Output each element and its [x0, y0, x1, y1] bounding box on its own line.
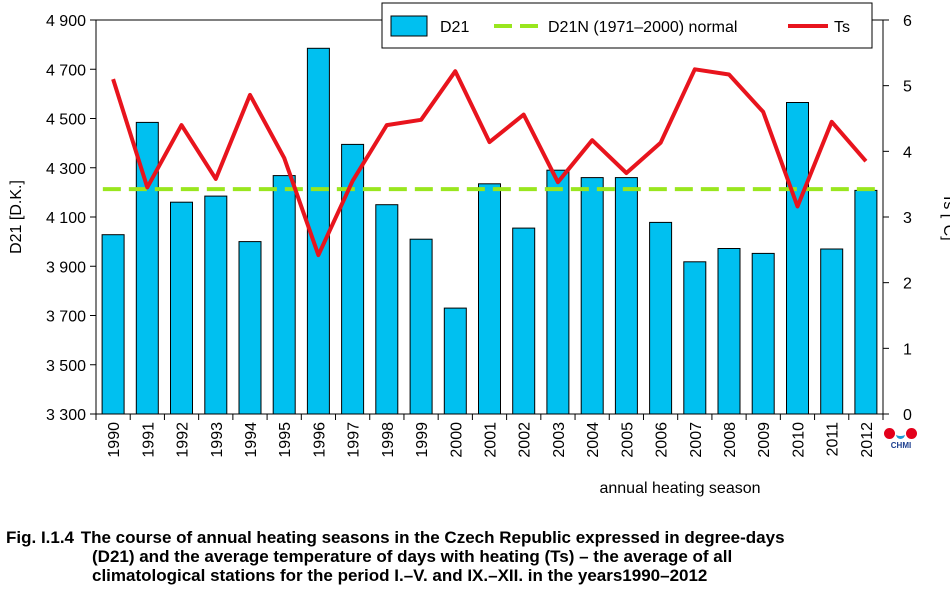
d21-bar-2001	[478, 183, 501, 415]
x-axis-ticks: 1990 1991 1992 1993 1994 1995 1996 1997 1998 1999…	[95, 414, 884, 458]
left-tick-label: 4 700	[46, 62, 86, 79]
x-axis-title: annual heating season	[599, 480, 760, 497]
figure-id: Fig. I.1.4	[6, 528, 75, 547]
d21-bar-1990	[101, 234, 125, 415]
d21-bar-2004	[580, 177, 604, 415]
right-tick-label: 5	[903, 79, 912, 96]
d21-bar-1995	[272, 175, 296, 415]
x-tick-label-1996: 1996	[311, 422, 328, 458]
x-tick-label-1999: 1999	[414, 422, 431, 458]
d21-bar-2005	[614, 177, 638, 415]
logo-left-dot	[884, 428, 895, 439]
left-axis-title: D21 [D.K.]	[8, 180, 25, 254]
heating-season-chart: 3 300 3 500 3 700 3 900 4 100 4 300 4 500 4 700…	[8, 2, 950, 497]
x-tick-label-2001: 2001	[483, 422, 500, 458]
right-tick-label: 2	[903, 276, 912, 293]
x-tick-label-1991: 1991	[140, 422, 157, 458]
left-tick-label: 4 900	[46, 13, 86, 30]
left-tick-label: 3 300	[46, 407, 86, 424]
d21-bar-1994	[238, 241, 262, 415]
d21-bar-2007	[683, 261, 707, 415]
left-axis-ticks: 3 300 3 500 3 700 3 900 4 100 4 300 4 500 4 700…	[46, 13, 96, 424]
x-tick-label-2006: 2006	[654, 422, 671, 458]
logo-right-dot	[906, 428, 917, 439]
legend-label-ts: Ts	[834, 19, 850, 36]
right-tick-label: 1	[903, 341, 912, 358]
figure-caption: Fig. I.1.4 The course of annual heating …	[6, 528, 946, 585]
left-tick-label: 4 500	[46, 112, 86, 129]
legend-label-d21: D21	[440, 19, 469, 36]
d21-bar-2009	[751, 252, 775, 415]
d21-bar-1999	[409, 238, 433, 415]
x-tick-label-2012: 2012	[859, 422, 876, 458]
d21-bar-1998	[375, 204, 399, 415]
x-tick-label-2011: 2011	[825, 422, 842, 457]
x-tick-label-1998: 1998	[380, 422, 397, 458]
d21-bar-2008	[717, 248, 741, 415]
x-tick-label-2007: 2007	[688, 422, 705, 458]
d21-bar-2000	[443, 307, 467, 415]
right-tick-label: 4	[903, 144, 912, 161]
x-tick-label-2002: 2002	[517, 422, 534, 458]
d21-bar-2006	[649, 221, 673, 415]
x-tick-label-2005: 2005	[619, 422, 636, 458]
right-axis-ticks: 0 1 2 3 4 5 6	[883, 13, 912, 424]
x-tick-label-1992: 1992	[175, 422, 192, 458]
x-tick-label-1994: 1994	[243, 422, 260, 458]
d21-bar-1993	[204, 195, 228, 415]
right-tick-label: 0	[903, 407, 912, 424]
x-tick-label-2008: 2008	[722, 422, 739, 458]
d21-bar-2003	[546, 169, 570, 415]
x-tick-label-1995: 1995	[277, 422, 294, 458]
legend-swatch-d21	[390, 15, 428, 37]
x-tick-label-2000: 2000	[448, 422, 465, 458]
x-tick-label-1993: 1993	[209, 422, 226, 458]
d21-bar-2002	[512, 227, 536, 415]
d21-bar-1992	[170, 201, 193, 415]
x-tick-label-1997: 1997	[346, 422, 363, 458]
ts-line	[111, 67, 868, 258]
left-tick-label: 4 300	[46, 161, 86, 178]
d21-bars	[101, 47, 878, 415]
caption-line-2: (D21) and the average temperature of day…	[92, 547, 733, 566]
caption-line-1: The course of annual heating seasons in …	[80, 528, 785, 547]
x-tick-label-1990: 1990	[106, 422, 123, 458]
x-tick-label-2010: 2010	[790, 422, 807, 458]
legend-label-normal: D21N (1971–2000) normal	[548, 19, 737, 36]
left-tick-label: 3 900	[46, 259, 86, 276]
left-tick-label: 3 700	[46, 309, 86, 326]
right-tick-label: 3	[903, 210, 912, 227]
x-tick-label-2004: 2004	[585, 422, 602, 458]
legend: D21 D21N (1971–2000) normal Ts	[381, 2, 873, 49]
x-tick-label-2009: 2009	[756, 422, 773, 458]
logo-text: CHMI	[890, 441, 912, 450]
right-axis-title: Ts [°C]	[940, 193, 950, 240]
left-tick-label: 4 100	[46, 210, 86, 227]
d21-bar-2010	[786, 102, 809, 415]
caption-line-3: climatological stations for the period I…	[92, 566, 708, 585]
left-tick-label: 3 500	[46, 358, 86, 375]
logo-wave	[896, 431, 905, 439]
x-tick-label-2003: 2003	[551, 422, 568, 458]
right-tick-label: 6	[903, 13, 912, 30]
chmi-logo: CHMI	[884, 428, 918, 462]
d21-bar-2011	[820, 248, 844, 415]
d21-bar-2012	[854, 189, 878, 415]
